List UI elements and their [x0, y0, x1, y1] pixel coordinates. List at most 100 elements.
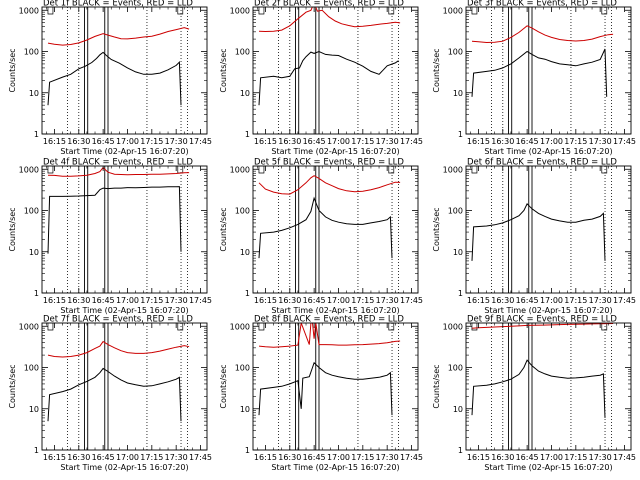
plot-frame — [252, 322, 419, 451]
top-flag-mark — [388, 166, 395, 174]
x-axis-label: Start Time (02-Apr-15 16:07:20) — [60, 463, 188, 472]
x-tick-label: 17:15 — [564, 137, 587, 146]
y-tick-label: 1 — [245, 289, 250, 298]
x-tick-label: 17:15 — [351, 137, 374, 146]
panel-title: Det 5f BLACK = Events, RED = LLD — [254, 158, 404, 168]
panel-9: Det 9f BLACK = Events, RED = LLD 1 10 100 10… — [432, 315, 636, 473]
x-axis-label: Start Time (02-Apr-15 16:07:20) — [60, 147, 188, 156]
panel-title: Det 6f BLACK = Events, RED = LLD — [467, 158, 617, 168]
x-tick-label: 16:45 — [303, 296, 326, 305]
y-axis-label: Counts/sec — [8, 207, 17, 251]
x-tick-label: 16:15 — [254, 296, 277, 305]
x-tick-label: 17:00 — [540, 296, 563, 305]
y-axis-label: Counts/sec — [219, 207, 228, 251]
x-tick-label: 17:00 — [327, 453, 350, 462]
series-group — [258, 175, 401, 259]
x-tick-label: 16:15 — [254, 137, 277, 146]
panel-1: Det 1f BLACK = Events, RED = LLD 1 10 100 10… — [8, 0, 212, 156]
y-tick-label: 1000 — [230, 322, 250, 331]
panel-title: Det 7f BLACK = Events, RED = LLD — [43, 315, 193, 325]
x-tick-label: 17:45 — [613, 453, 636, 462]
y-tick-label: 100 — [235, 48, 250, 57]
panel-title: Det 4f BLACK = Events, RED = LLD — [43, 158, 193, 168]
plot-frame — [465, 165, 632, 294]
x-tick-label: 16:15 — [467, 453, 490, 462]
plot-frame — [465, 6, 632, 135]
x-tick-label: 17:15 — [564, 453, 587, 462]
x-tick-label: 16:45 — [516, 453, 539, 462]
x-tick-label: 17:45 — [613, 137, 636, 146]
panel-title: Det 2f BLACK = Events, RED = LLD — [254, 0, 404, 9]
y-tick-label: 10 — [240, 89, 250, 98]
plot-frame — [41, 165, 208, 294]
top-flag-mark — [177, 323, 184, 331]
x-tick-label: 17:30 — [589, 137, 612, 146]
y-tick-label: 10 — [453, 89, 463, 98]
x-tick-label: 16:45 — [303, 453, 326, 462]
panel-3: Det 3f BLACK = Events, RED = LLD 1 10 100 10… — [432, 0, 636, 156]
plot-frame — [252, 6, 419, 135]
x-tick-label: 16:15 — [43, 296, 66, 305]
x-tick-label: 17:15 — [564, 296, 587, 305]
y-tick-label: 1 — [34, 289, 39, 298]
panel-2: Det 2f BLACK = Events, RED = LLD 1 10 100 10… — [219, 0, 423, 156]
x-tick-label: 17:00 — [540, 137, 563, 146]
lld-series-line — [471, 25, 614, 44]
y-tick-label: 1 — [458, 446, 463, 455]
x-tick-label: 17:15 — [351, 296, 374, 305]
top-flag-mark — [601, 166, 608, 174]
panel-title: Det 8f BLACK = Events, RED = LLD — [254, 315, 404, 325]
y-axis-label: Counts/sec — [432, 48, 441, 92]
panel-5: Det 5f BLACK = Events, RED = LLD 1 10 100 10… — [219, 158, 423, 316]
plot-frame — [252, 165, 419, 294]
x-tick-label: 16:45 — [303, 137, 326, 146]
plot-frame — [465, 322, 632, 451]
x-tick-label: 17:15 — [351, 453, 374, 462]
y-tick-label: 10 — [240, 248, 250, 257]
x-axis-label: Start Time (02-Apr-15 16:07:20) — [484, 463, 612, 472]
y-axis-label: Counts/sec — [219, 48, 228, 92]
events-series-line — [258, 50, 399, 106]
y-axis-label: Counts/sec — [432, 364, 441, 408]
y-tick-label: 10 — [240, 405, 250, 414]
series-group — [47, 340, 190, 422]
x-tick-label: 17:00 — [327, 137, 350, 146]
y-tick-label: 1000 — [19, 165, 39, 174]
y-tick-label: 10 — [29, 248, 39, 257]
y-tick-label: 100 — [235, 207, 250, 216]
x-tick-label: 16:45 — [516, 137, 539, 146]
x-tick-label: 16:45 — [516, 296, 539, 305]
x-tick-label: 17:45 — [613, 296, 636, 305]
y-tick-label: 10 — [453, 248, 463, 257]
series-group — [471, 25, 614, 97]
panel-8: Det 8f BLACK = Events, RED = LLD 1 10 100 10… — [219, 315, 423, 473]
top-flag-mark — [177, 7, 184, 15]
events-series-line — [471, 359, 606, 418]
x-tick-label: 16:45 — [92, 296, 115, 305]
panel-7: Det 7f BLACK = Events, RED = LLD 1 10 100 10… — [8, 315, 212, 473]
panel-title: Det 1f BLACK = Events, RED = LLD — [43, 0, 193, 9]
events-series-line — [47, 186, 182, 254]
y-tick-label: 100 — [24, 364, 39, 373]
y-axis-label: Counts/sec — [8, 364, 17, 408]
x-tick-label: 17:30 — [589, 296, 612, 305]
x-tick-label: 16:45 — [92, 453, 115, 462]
y-tick-label: 1 — [245, 446, 250, 455]
x-tick-label: 17:45 — [400, 296, 423, 305]
x-tick-label: 17:30 — [165, 296, 188, 305]
x-tick-label: 17:00 — [116, 296, 139, 305]
x-tick-label: 16:15 — [43, 137, 66, 146]
x-tick-label: 16:30 — [67, 453, 90, 462]
plot-frame — [41, 322, 208, 451]
x-tick-label: 17:00 — [327, 296, 350, 305]
y-tick-label: 10 — [453, 405, 463, 414]
x-axis-label: Start Time (02-Apr-15 16:07:20) — [271, 306, 399, 315]
y-tick-label: 1 — [245, 130, 250, 139]
y-tick-label: 100 — [235, 364, 250, 373]
x-tick-label: 16:45 — [92, 137, 115, 146]
top-flag-mark — [601, 323, 608, 331]
x-tick-label: 16:30 — [278, 296, 301, 305]
events-series-line — [471, 203, 606, 261]
x-tick-label: 17:15 — [140, 453, 163, 462]
